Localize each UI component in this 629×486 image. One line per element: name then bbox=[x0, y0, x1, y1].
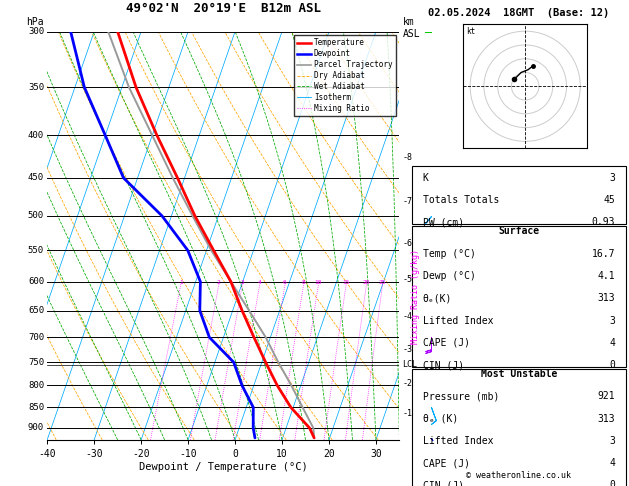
Text: 3: 3 bbox=[610, 173, 615, 183]
Text: -4: -4 bbox=[403, 312, 413, 321]
Text: CAPE (J): CAPE (J) bbox=[423, 458, 470, 468]
Text: 4: 4 bbox=[258, 279, 262, 285]
Text: 3: 3 bbox=[240, 279, 244, 285]
Text: PW (cm): PW (cm) bbox=[423, 217, 464, 227]
Text: 45: 45 bbox=[603, 195, 615, 205]
Text: 313: 313 bbox=[598, 293, 615, 303]
Text: © weatheronline.co.uk: © weatheronline.co.uk bbox=[467, 471, 571, 480]
Text: 20: 20 bbox=[363, 279, 370, 285]
Text: 600: 600 bbox=[28, 277, 44, 286]
Text: 850: 850 bbox=[28, 403, 44, 412]
Text: Totals Totals: Totals Totals bbox=[423, 195, 499, 205]
Bar bbox=[412, 166, 626, 224]
Text: -8: -8 bbox=[403, 153, 413, 162]
Text: Surface: Surface bbox=[498, 226, 540, 237]
Text: θₑ (K): θₑ (K) bbox=[423, 414, 458, 424]
Text: Most Unstable: Most Unstable bbox=[481, 369, 557, 379]
Text: LCL: LCL bbox=[403, 360, 418, 369]
Text: 650: 650 bbox=[28, 306, 44, 315]
Text: 800: 800 bbox=[28, 381, 44, 390]
Text: CAPE (J): CAPE (J) bbox=[423, 338, 470, 348]
Text: ASL: ASL bbox=[403, 29, 420, 39]
Text: 500: 500 bbox=[28, 211, 44, 221]
Text: 900: 900 bbox=[28, 423, 44, 433]
Text: 15: 15 bbox=[342, 279, 350, 285]
Text: 0: 0 bbox=[610, 481, 615, 486]
Text: -3: -3 bbox=[403, 345, 413, 354]
Text: -7: -7 bbox=[403, 197, 413, 206]
Text: -5: -5 bbox=[403, 275, 413, 284]
Text: 313: 313 bbox=[598, 414, 615, 424]
Text: Dewp (°C): Dewp (°C) bbox=[423, 271, 476, 281]
Text: 700: 700 bbox=[28, 333, 44, 342]
Text: 350: 350 bbox=[28, 83, 44, 92]
Text: 49°02'N  20°19'E  B12m ASL: 49°02'N 20°19'E B12m ASL bbox=[126, 1, 321, 15]
Bar bbox=[412, 226, 626, 367]
Text: 4: 4 bbox=[610, 458, 615, 468]
Text: Lifted Index: Lifted Index bbox=[423, 436, 493, 446]
Text: 4.1: 4.1 bbox=[598, 271, 615, 281]
Text: kt: kt bbox=[466, 27, 476, 36]
Text: CIN (J): CIN (J) bbox=[423, 360, 464, 370]
Text: 25: 25 bbox=[379, 279, 386, 285]
Text: 02.05.2024  18GMT  (Base: 12): 02.05.2024 18GMT (Base: 12) bbox=[428, 8, 610, 18]
Text: 400: 400 bbox=[28, 131, 44, 140]
Text: Mixing Ratio (g/kg): Mixing Ratio (g/kg) bbox=[411, 249, 420, 345]
Text: 3: 3 bbox=[610, 315, 615, 326]
Text: CIN (J): CIN (J) bbox=[423, 481, 464, 486]
Text: 0.93: 0.93 bbox=[592, 217, 615, 227]
Text: 4: 4 bbox=[610, 338, 615, 348]
Text: 921: 921 bbox=[598, 391, 615, 401]
Text: hPa: hPa bbox=[26, 17, 44, 27]
Text: 0: 0 bbox=[610, 360, 615, 370]
Text: Pressure (mb): Pressure (mb) bbox=[423, 391, 499, 401]
Text: 1: 1 bbox=[179, 279, 182, 285]
Text: -1: -1 bbox=[403, 409, 413, 418]
Text: km: km bbox=[403, 17, 415, 27]
Text: Temp (°C): Temp (°C) bbox=[423, 249, 476, 259]
Text: 750: 750 bbox=[28, 358, 44, 367]
Text: 10: 10 bbox=[314, 279, 322, 285]
Text: 2: 2 bbox=[217, 279, 221, 285]
Text: θₑ(K): θₑ(K) bbox=[423, 293, 452, 303]
Text: 550: 550 bbox=[28, 246, 44, 255]
Text: K: K bbox=[423, 173, 428, 183]
Text: Lifted Index: Lifted Index bbox=[423, 315, 493, 326]
X-axis label: Dewpoint / Temperature (°C): Dewpoint / Temperature (°C) bbox=[139, 462, 308, 471]
Text: 8: 8 bbox=[302, 279, 306, 285]
Text: 16.7: 16.7 bbox=[592, 249, 615, 259]
Text: 450: 450 bbox=[28, 174, 44, 182]
Legend: Temperature, Dewpoint, Parcel Trajectory, Dry Adiabat, Wet Adiabat, Isotherm, Mi: Temperature, Dewpoint, Parcel Trajectory… bbox=[294, 35, 396, 116]
Text: -6: -6 bbox=[403, 239, 413, 248]
Text: 3: 3 bbox=[610, 436, 615, 446]
Bar bbox=[412, 369, 626, 486]
Text: 6: 6 bbox=[283, 279, 287, 285]
Text: -2: -2 bbox=[403, 379, 413, 388]
Text: 300: 300 bbox=[28, 27, 44, 36]
